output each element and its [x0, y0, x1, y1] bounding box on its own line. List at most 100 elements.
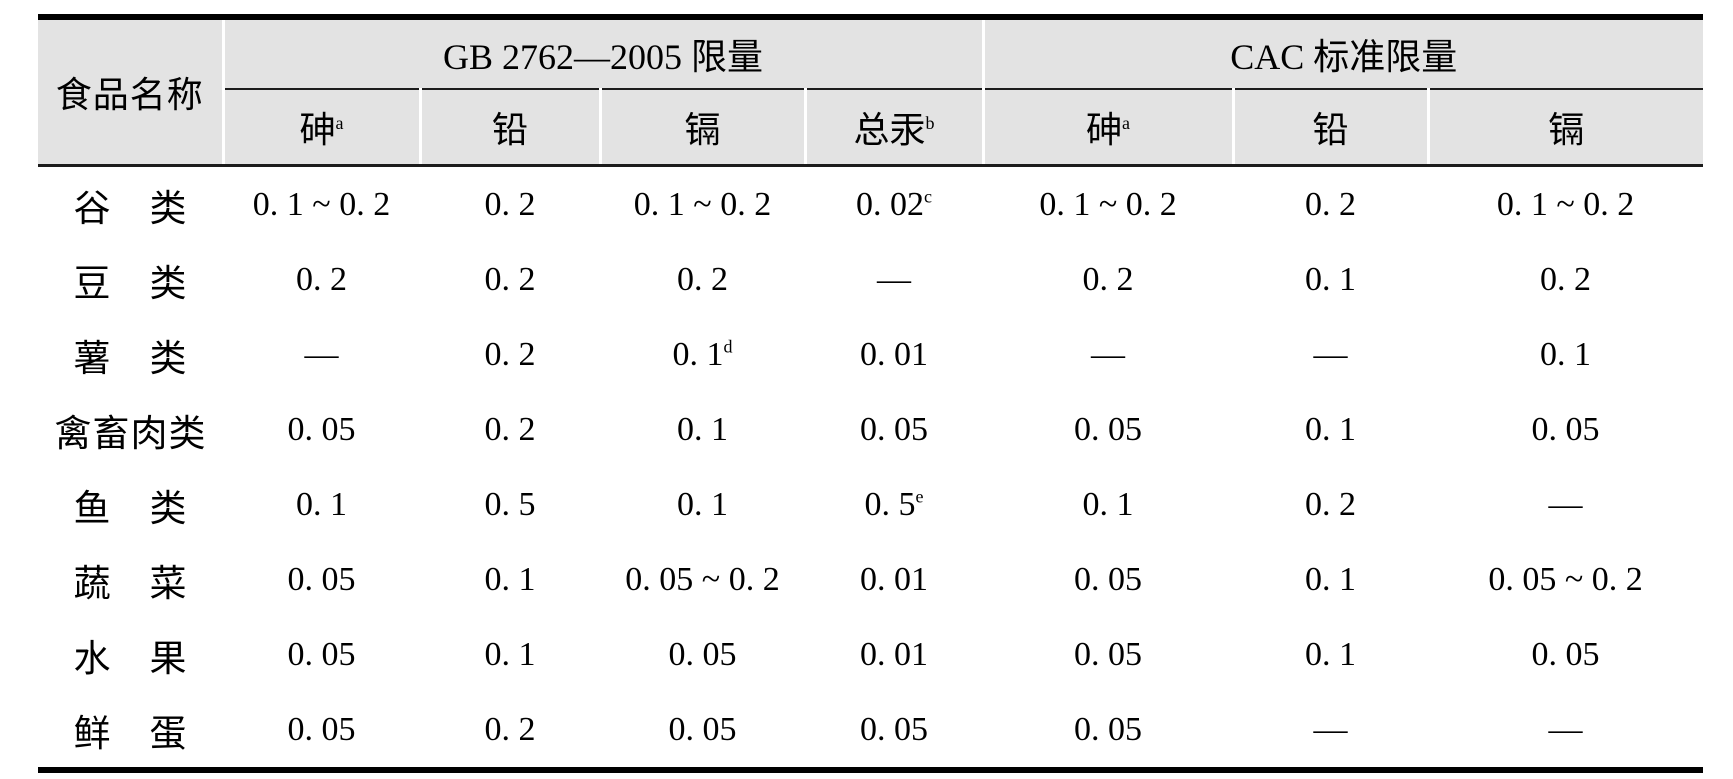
limit-cell: 0. 1 ~ 0. 2	[1428, 165, 1704, 242]
footnote-marker: a	[335, 113, 344, 133]
limit-cell: —	[805, 242, 984, 317]
table-row: 鲜 蛋 0. 05 0. 2 0. 05 0. 05 0. 05— —	[38, 692, 1704, 770]
limit-cell: 0. 5	[420, 467, 600, 542]
limit-cell: 0. 1	[420, 542, 600, 617]
limit-cell: 0. 1 ~ 0. 2	[600, 165, 805, 242]
food-name: 豆 类	[38, 242, 223, 317]
footnote-marker: c	[924, 186, 932, 207]
limit-cell: 0. 1	[600, 467, 805, 542]
limit-cell: —	[1233, 317, 1429, 392]
col-header-arsenic-cac: 砷a	[981, 89, 1234, 167]
footnote-marker: e	[915, 486, 924, 507]
limit-cell: 0. 01	[805, 542, 984, 617]
col-header-label: 总汞	[853, 109, 926, 150]
footnote-marker: b	[925, 113, 935, 133]
limit-cell: 0. 2	[420, 392, 600, 467]
limit-cell: 0. 2	[1428, 242, 1704, 317]
limit-cell: 0. 5e	[805, 467, 984, 542]
table-row: 豆 类 0. 2 0. 2 0. 2—0. 2 0. 1 0. 2	[38, 242, 1704, 317]
gb-group-header: GB 2762—2005 限量	[221, 17, 984, 90]
footnote-marker: d	[723, 336, 733, 357]
group-header-row: 食品名称 GB 2762—2005 限量 CAC 标准限量	[38, 17, 1704, 167]
col-header-label: 铅	[491, 109, 528, 150]
col-header-label: 镉	[1548, 109, 1585, 150]
limit-cell: 0. 1	[1233, 392, 1429, 467]
col-header-mercury-gb: 总汞b	[803, 89, 984, 167]
col-header-lead-cac: 铅	[1231, 89, 1429, 167]
col-header-cadmium-gb: 镉	[598, 89, 805, 167]
limit-cell: 0. 05	[983, 392, 1234, 467]
sub-header-row: 砷a 铅 镉 总汞b 砷a 铅 镉	[38, 89, 1704, 167]
food-name: 鲜 蛋	[38, 692, 223, 770]
limit-cell: 0. 05	[983, 617, 1234, 692]
table-header: 食品名称 GB 2762—2005 限量 CAC 标准限量 砷a 铅 镉 总汞b…	[38, 17, 1704, 167]
food-name: 鱼 类	[38, 467, 223, 542]
limits-table: 食品名称 GB 2762—2005 限量 CAC 标准限量 砷a 铅 镉 总汞b…	[38, 14, 1704, 773]
limit-cell: 0. 1	[1233, 542, 1429, 617]
limit-cell: 0. 1	[1428, 317, 1704, 392]
limit-cell: 0. 05	[983, 692, 1234, 770]
limit-cell: 0. 2	[420, 317, 600, 392]
table-row: 水 果 0. 05 0. 1 0. 05 0. 01 0. 05 0. 1 0. 05	[38, 617, 1704, 692]
limit-cell: 0. 05	[805, 392, 984, 467]
table-row: 谷 类 0. 1 ~ 0. 2 0. 2 0. 1 ~ 0. 2 0. 02c 0. 1 …	[38, 165, 1704, 242]
food-name-header: 食品名称	[38, 17, 223, 167]
limit-cell: 0. 2	[600, 242, 805, 317]
limit-cell: 0. 05	[600, 692, 805, 770]
limit-cell: —	[223, 317, 420, 392]
limit-cell: 0. 2	[1233, 165, 1429, 242]
limit-cell: 0. 1	[983, 467, 1234, 542]
limit-cell: 0. 05	[223, 692, 420, 770]
limit-cell: 0. 05	[983, 542, 1234, 617]
col-header-label: 铅	[1312, 109, 1349, 150]
col-header-label: 砷	[1086, 109, 1123, 150]
food-name: 禽畜肉类	[38, 392, 223, 467]
limit-cell: —	[1428, 467, 1704, 542]
limit-cell: 0. 02c	[805, 165, 984, 242]
col-header-label: 砷	[299, 109, 336, 150]
limit-cell: 0. 2	[983, 242, 1234, 317]
limit-cell: 0. 2	[420, 165, 600, 242]
food-name: 薯 类	[38, 317, 223, 392]
limit-cell: 0. 05	[1428, 617, 1704, 692]
col-header-arsenic-gb: 砷a	[221, 89, 420, 167]
limit-cell: 0. 05	[223, 617, 420, 692]
table-row: 薯 类 —0. 2 0. 1d 0. 01— —0. 1	[38, 317, 1704, 392]
limit-cell: —	[1428, 692, 1704, 770]
limit-cell: 0. 1	[1233, 617, 1429, 692]
limit-cell: 0. 1	[600, 392, 805, 467]
limit-cell: 0. 05	[805, 692, 984, 770]
cac-group-header: CAC 标准限量	[981, 17, 1704, 90]
limit-cell: 0. 2	[223, 242, 420, 317]
limit-cell: 0. 1	[223, 467, 420, 542]
limit-cell: 0. 05	[223, 392, 420, 467]
table-body: 谷 类 0. 1 ~ 0. 2 0. 2 0. 1 ~ 0. 2 0. 02c 0. 1 …	[38, 165, 1704, 770]
limit-cell: 0. 1 ~ 0. 2	[223, 165, 420, 242]
col-header-lead-gb: 铅	[418, 89, 600, 167]
limit-cell: 0. 2	[420, 692, 600, 770]
table-row: 鱼 类 0. 1 0. 5 0. 1 0. 5e 0. 1 0. 2—	[38, 467, 1704, 542]
table-row: 禽畜肉类 0. 05 0. 2 0. 1 0. 05 0. 05 0. 1 0. 05	[38, 392, 1704, 467]
limit-cell: 0. 1	[1233, 242, 1429, 317]
limit-cell: —	[983, 317, 1234, 392]
limit-cell: 0. 1	[420, 617, 600, 692]
limit-cell: 0. 05	[1428, 392, 1704, 467]
limit-cell: 0. 2	[1233, 467, 1429, 542]
food-name: 水 果	[38, 617, 223, 692]
limit-cell: 0. 05 ~ 0. 2	[600, 542, 805, 617]
limit-cell: 0. 05	[600, 617, 805, 692]
col-header-cadmium-cac: 镉	[1426, 89, 1704, 167]
limit-cell: 0. 1d	[600, 317, 805, 392]
table-row: 蔬 菜 0. 05 0. 1 0. 05 ~ 0. 2 0. 01 0. 05 0. 1 0.…	[38, 542, 1704, 617]
limit-cell: 0. 01	[805, 317, 984, 392]
limit-cell: 0. 01	[805, 617, 984, 692]
food-name: 谷 类	[38, 165, 223, 242]
limit-cell: 0. 1 ~ 0. 2	[983, 165, 1234, 242]
limit-cell: 0. 2	[420, 242, 600, 317]
limit-cell: 0. 05	[223, 542, 420, 617]
food-name: 蔬 菜	[38, 542, 223, 617]
limit-cell: 0. 05 ~ 0. 2	[1428, 542, 1704, 617]
limit-cell: —	[1233, 692, 1429, 770]
col-header-label: 镉	[684, 109, 721, 150]
